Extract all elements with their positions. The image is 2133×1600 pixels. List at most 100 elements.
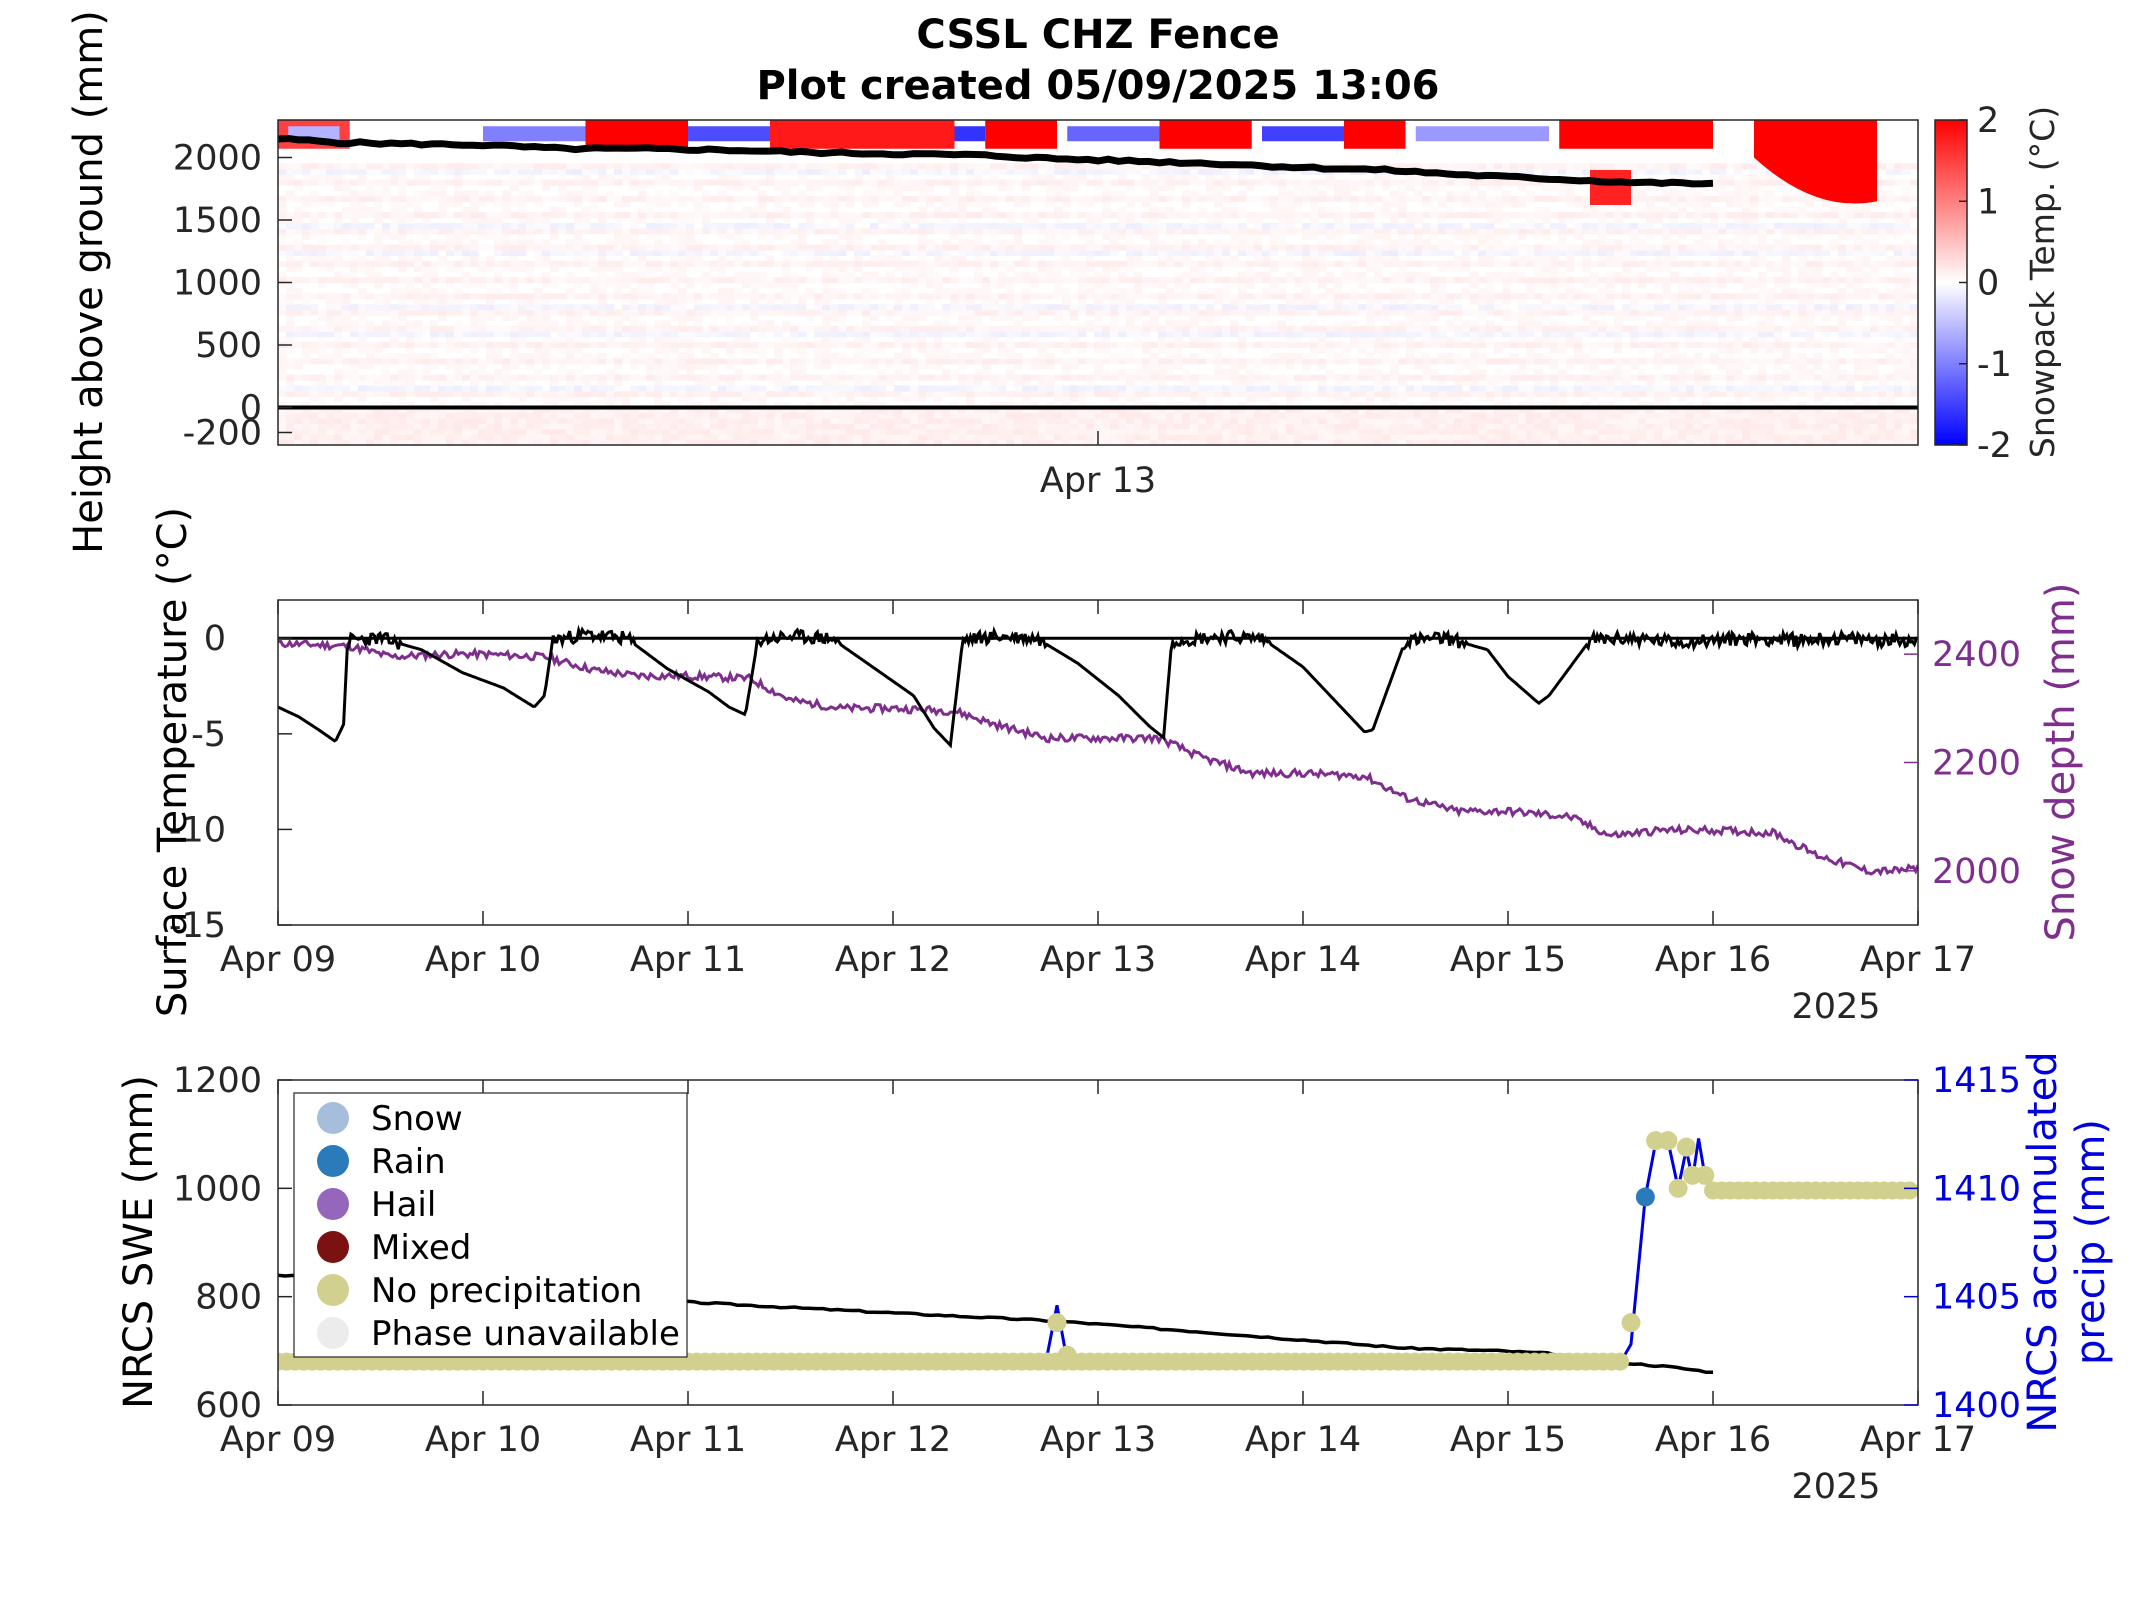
heatmap-cell <box>1702 369 1711 376</box>
heatmap-cell <box>1278 374 1287 381</box>
heatmap-cell <box>550 423 559 430</box>
heatmap-cell <box>1806 331 1815 338</box>
heatmap-cell <box>1070 412 1079 419</box>
heatmap-cell <box>462 439 471 445</box>
heatmap-cell <box>870 277 879 284</box>
heatmap-cell <box>446 407 455 414</box>
heatmap-cell <box>358 315 367 322</box>
heatmap-cell <box>1870 390 1879 397</box>
heatmap-cell <box>670 439 679 445</box>
heatmap-cell <box>502 390 511 397</box>
heatmap-cell <box>1350 298 1359 305</box>
heatmap-cell <box>1254 331 1263 338</box>
heatmap-cell <box>1254 390 1263 397</box>
heatmap-cell <box>598 277 607 284</box>
heatmap-cell <box>1750 282 1759 289</box>
heatmap-cell <box>286 320 295 327</box>
heatmap-cell <box>942 342 951 349</box>
heatmap-cell <box>1846 412 1855 419</box>
heatmap-cell <box>838 331 847 338</box>
heatmap-cell <box>1774 439 1783 445</box>
heatmap-cell <box>454 407 463 414</box>
heatmap-cell <box>822 417 831 424</box>
heatmap-cell <box>950 277 959 284</box>
heatmap-cell <box>990 298 999 305</box>
heatmap-cell <box>390 342 399 349</box>
heatmap-cell <box>710 439 719 445</box>
heatmap-cell <box>534 347 543 354</box>
heatmap-cell <box>1670 352 1679 359</box>
heatmap-cell <box>766 309 775 316</box>
heatmap-cell <box>1790 407 1799 414</box>
heatmap-cell <box>1590 412 1599 419</box>
heatmap-cell <box>894 412 903 419</box>
heatmap-cell <box>1614 363 1623 370</box>
heatmap-cell <box>502 277 511 284</box>
heatmap-cell <box>1862 407 1871 414</box>
heatmap-cell <box>950 331 959 338</box>
heatmap-cell <box>606 374 615 381</box>
heatmap-cell <box>1830 347 1839 354</box>
heatmap-cell <box>1166 277 1175 284</box>
heatmap-cell <box>678 352 687 359</box>
heatmap-cell <box>1078 358 1087 365</box>
heatmap-cell <box>342 342 351 349</box>
heatmap-cell <box>718 428 727 435</box>
heatmap-cell <box>998 342 1007 349</box>
heatmap-cell <box>990 423 999 430</box>
heatmap-cell <box>1358 428 1367 435</box>
heatmap-cell <box>1558 417 1567 424</box>
heatmap-cell <box>862 342 871 349</box>
heatmap-cell <box>1814 374 1823 381</box>
heatmap-cell <box>1518 407 1527 414</box>
heatmap-cell <box>1318 380 1327 387</box>
heatmap-cell <box>1654 374 1663 381</box>
heatmap-cell <box>766 417 775 424</box>
heatmap-cell <box>1622 282 1631 289</box>
heatmap-cell <box>510 331 519 338</box>
heatmap-cell <box>1590 439 1599 445</box>
heatmap-cell <box>1014 439 1023 445</box>
heatmap-cell <box>1510 439 1519 445</box>
heatmap-cell <box>1158 277 1167 284</box>
heatmap-cell <box>1278 439 1287 445</box>
heatmap-cell <box>478 412 487 419</box>
heatmap-cell <box>1054 374 1063 381</box>
heatmap-cell <box>302 390 311 397</box>
heatmap-cell <box>870 293 879 300</box>
heatmap-cell <box>638 347 647 354</box>
heatmap-cell <box>742 277 751 284</box>
heatmap-cell <box>1414 412 1423 419</box>
heatmap-cell <box>518 342 527 349</box>
heatmap-cell <box>1030 293 1039 300</box>
heatmap-cell <box>662 423 671 430</box>
heatmap-cell <box>1158 282 1167 289</box>
heatmap-cell <box>518 331 527 338</box>
heatmap-cell <box>854 347 863 354</box>
heatmap-cell <box>1590 304 1599 311</box>
heatmap-cell <box>1190 380 1199 387</box>
heatmap-cell <box>1614 342 1623 349</box>
heatmap-cell <box>1398 412 1407 419</box>
heatmap-cell <box>1022 363 1031 370</box>
heatmap-cell <box>974 374 983 381</box>
heatmap-cell <box>758 434 767 441</box>
heatmap-cell <box>790 369 799 376</box>
heatmap-cell <box>1566 374 1575 381</box>
heatmap-cell <box>334 352 343 359</box>
heatmap-cell <box>694 293 703 300</box>
heatmap-cell <box>798 363 807 370</box>
heatmap-cell <box>278 304 287 311</box>
heatmap-cell <box>342 407 351 414</box>
heatmap-cell <box>1734 325 1743 332</box>
heatmap-cell <box>1038 374 1047 381</box>
heatmap-cell <box>518 293 527 300</box>
heatmap-cell <box>654 363 663 370</box>
heatmap-cell <box>1574 412 1583 419</box>
heatmap-cell <box>1126 434 1135 441</box>
heatmap-cell <box>758 428 767 435</box>
heatmap-cell <box>1302 325 1311 332</box>
heatmap-cell <box>1126 320 1135 327</box>
heatmap-cell <box>702 342 711 349</box>
heatmap-cell <box>1054 287 1063 294</box>
